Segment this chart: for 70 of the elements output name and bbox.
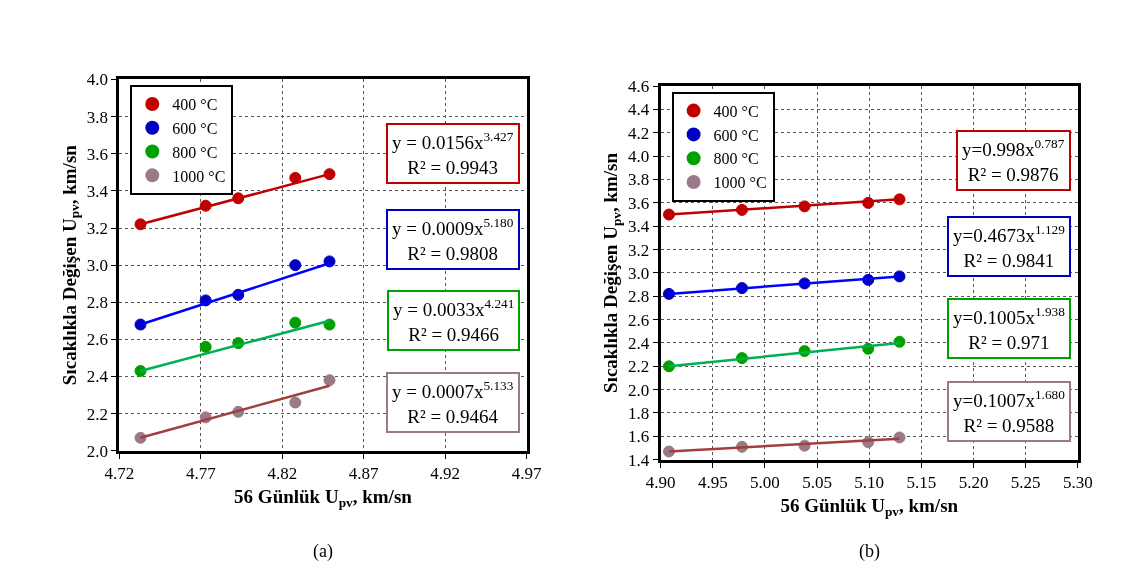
y-tick-label: 2.0: [627, 380, 650, 400]
y-tick-label: 4.0: [86, 70, 108, 90]
annotation: y = 0.0007x$^{5.133}$ R² = 0.9464: [392, 378, 514, 427]
y-tick-label: 3.0: [86, 256, 108, 276]
y-tick-label: 2.4: [627, 333, 650, 353]
x-tick-label: 5.10: [854, 473, 885, 493]
y-tick-label: 3.6: [86, 144, 108, 164]
x-tick-label: 4.77: [185, 464, 217, 484]
y-tick-label: 2.8: [627, 287, 650, 307]
legend-label: 400 °C: [713, 102, 759, 120]
y-tick-label: 4.4: [627, 100, 650, 120]
x-tick-label: 5.20: [958, 473, 989, 493]
point: [134, 218, 147, 231]
point: [199, 340, 212, 353]
y-tick-label: 2.4: [86, 367, 109, 387]
y-tick-label: 2.0: [86, 441, 108, 461]
legend-label: 600 °C: [172, 119, 218, 137]
legend-label: 800 °C: [713, 150, 759, 168]
x-tick-label: 4.72: [104, 464, 135, 484]
point: [289, 171, 302, 184]
point: [289, 259, 302, 272]
legend-label: 600 °C: [713, 126, 759, 144]
y-tick-label: 4.2: [627, 123, 650, 143]
y-tick-label: 4.0: [627, 147, 650, 167]
legend-label: 400 °C: [172, 96, 218, 114]
annotation: y = 0.0156x$^{3.427}$ R² = 0.9943: [392, 129, 514, 178]
annotation: y=0.1007x$^{1.680}$ R² = 0.9588: [953, 387, 1066, 436]
annotation: y=0.1005x$^{1.938}$ R² = 0.971: [953, 304, 1066, 353]
x-tick-label: 4.82: [267, 464, 298, 484]
y-tick-label: 1.6: [627, 427, 650, 447]
y-tick-label: 3.8: [627, 170, 650, 190]
x-tick-label: 5.30: [1062, 473, 1093, 493]
legend-label: 1000 °C: [172, 167, 226, 185]
y-tick-label: 3.8: [86, 107, 108, 127]
text: (b): [859, 541, 880, 562]
x-tick-label: 4.90: [645, 473, 676, 493]
annotation: y=0.4673x$^{1.129}$ R² = 0.9841: [953, 222, 1066, 271]
y-tick-label: 3.2: [627, 240, 650, 260]
point: [323, 374, 336, 387]
y-tick-label: 1.8: [627, 403, 650, 423]
y-tick-label: 3.4: [627, 217, 650, 237]
annotation: y=0.998x$^{0.787}$ R² = 0.9876: [962, 136, 1065, 185]
x-tick-label: 5.05: [802, 473, 832, 493]
y-tick-label: 3.2: [86, 218, 108, 238]
x-tick-label: 4.95: [697, 473, 728, 493]
y-tick-label: 3.0: [627, 263, 650, 283]
y-tick-label: 4.6: [627, 77, 650, 97]
y-tick-label: 2.2: [86, 404, 108, 424]
y-tick-label: 3.4: [86, 181, 109, 201]
annotation: y = 0.0033x$^{4.241}$ R² = 0.9466: [393, 296, 515, 345]
x-tick-label: 5.00: [750, 473, 780, 493]
x-tick-label: 5.25: [1010, 473, 1041, 493]
y-tick-label: 2.6: [627, 310, 650, 330]
x-axis-title: 56 Günlük U$_{pv}$, km/sn: [780, 494, 959, 519]
y-tick-label: 2.2: [627, 357, 650, 377]
x-tick-label: 4.92: [430, 464, 461, 484]
x-axis-title: 56 Günlük U$_{pv}$, km/sn: [234, 485, 413, 510]
x-tick-label: 4.87: [348, 464, 380, 484]
text: (a): [313, 541, 333, 562]
y-tick-label: 2.8: [86, 293, 108, 313]
annotation: y = 0.0009x$^{5.180}$ R² = 0.9808: [392, 215, 514, 264]
legend-label: 800 °C: [172, 143, 218, 161]
x-tick-label: 4.97: [511, 464, 543, 484]
y-tick-label: 3.6: [627, 193, 650, 213]
y-tick-label: 1.4: [627, 450, 650, 470]
point: [289, 316, 302, 329]
point: [289, 396, 302, 409]
legend-label: 1000 °C: [713, 174, 767, 192]
y-tick-label: 2.6: [86, 330, 108, 350]
x-tick-label: 5.15: [906, 473, 937, 493]
